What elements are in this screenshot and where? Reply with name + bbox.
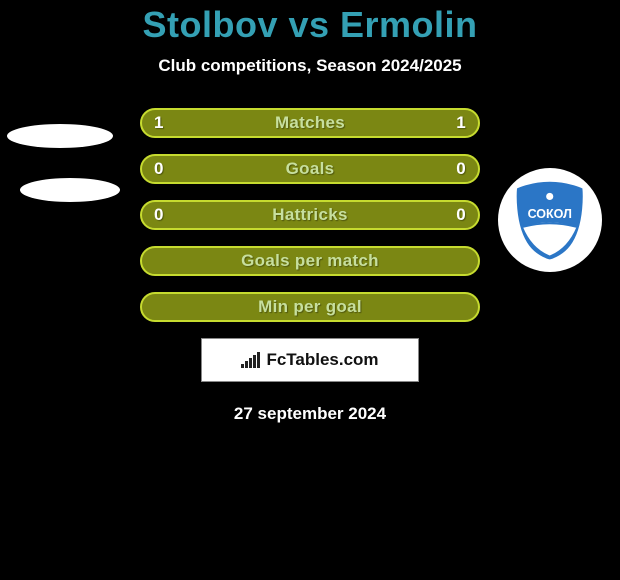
shield-icon: СОКОЛ [505, 175, 594, 264]
stat-label: Goals per match [142, 251, 478, 271]
club-badge: СОКОЛ [498, 168, 602, 272]
logo-text: FcTables.com [266, 350, 378, 370]
stat-row: 0Hattricks0 [140, 200, 480, 230]
fctables-logo: FcTables.com [201, 338, 419, 382]
infographic-root: Stolbov vs Ermolin Club competitions, Se… [0, 0, 620, 580]
club-badge-text: СОКОЛ [528, 207, 572, 221]
player-avatar-placeholder [7, 124, 113, 148]
stat-label: Hattricks [142, 205, 478, 225]
page-title: Stolbov vs Ermolin [142, 4, 477, 46]
date-text: 27 september 2024 [234, 404, 386, 424]
bar-chart-icon [241, 352, 260, 368]
stat-value-right: 0 [456, 205, 466, 225]
player-avatar-placeholder [20, 178, 120, 202]
stat-label: Min per goal [142, 297, 478, 317]
stat-row: Goals per match [140, 246, 480, 276]
stat-value-right: 1 [456, 113, 466, 133]
stat-row: 1Matches1 [140, 108, 480, 138]
stat-value-right: 0 [456, 159, 466, 179]
stat-label: Matches [142, 113, 478, 133]
page-subtitle: Club competitions, Season 2024/2025 [158, 56, 461, 76]
stat-row: Min per goal [140, 292, 480, 322]
stat-row: 0Goals0 [140, 154, 480, 184]
stat-rows-container: 1Matches10Goals00Hattricks0Goals per mat… [140, 108, 480, 322]
stat-label: Goals [142, 159, 478, 179]
